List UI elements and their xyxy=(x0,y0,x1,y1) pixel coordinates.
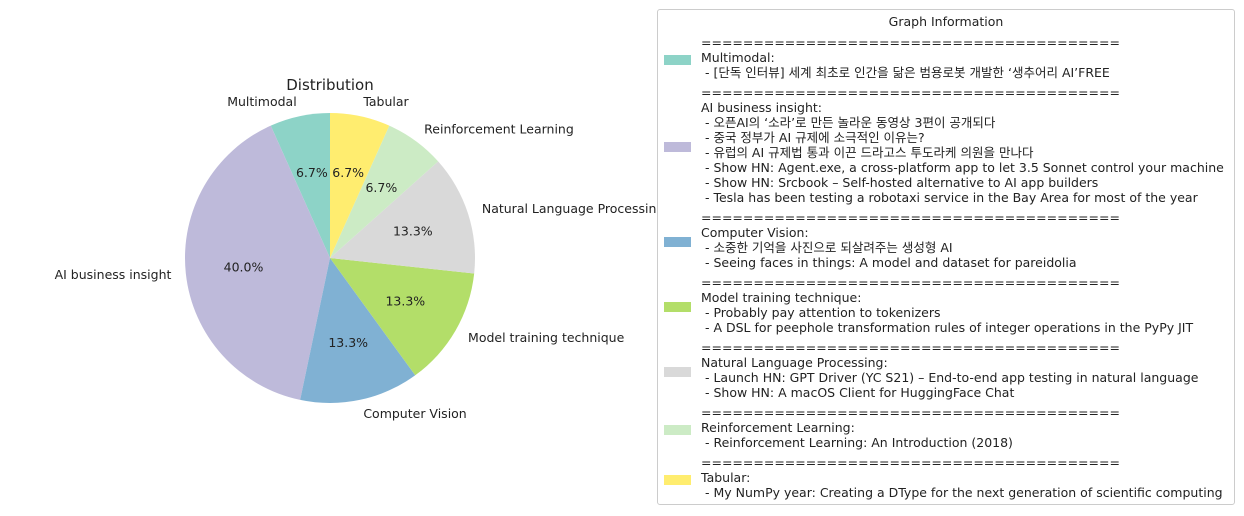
legend-line: - A DSL for peephole transformation rule… xyxy=(701,320,1194,335)
legend-line: - Show HN: A macOS Client for HuggingFac… xyxy=(701,385,1015,400)
legend-entry: ========================================… xyxy=(664,35,1230,80)
legend-line: Multimodal: xyxy=(701,50,775,65)
legend-line: - Tesla has been testing a robotaxi serv… xyxy=(701,190,1198,205)
slice-percent-label: 13.3% xyxy=(393,223,433,238)
legend-text: ========================================… xyxy=(701,340,1198,400)
legend-line: AI business insight: xyxy=(701,100,823,115)
slice-category-label: Computer Vision xyxy=(363,406,466,421)
slice-category-label: Model training technique xyxy=(468,330,625,345)
legend-line: - Reinforcement Learning: An Introductio… xyxy=(701,435,1013,450)
pie-slice-model-training-technique xyxy=(330,258,475,376)
slice-category-label: Tabular xyxy=(362,94,409,109)
legend-line: Computer Vision: xyxy=(701,225,809,240)
legend-title: Graph Information xyxy=(888,14,1004,29)
legend-line: - Probably pay attention to tokenizers xyxy=(701,305,941,320)
legend-swatch xyxy=(664,474,691,485)
pie-slice-tabular xyxy=(330,113,390,258)
legend-line: ======================================== xyxy=(701,275,1120,290)
legend-line: - 유럽의 AI 규제법 통과 이끈 드라고스 투도라케 의원을 만나다 xyxy=(701,145,1034,160)
legend-line: - 소중한 기억을 사진으로 되살려주는 생성형 AI xyxy=(701,240,953,255)
legend-line: - My NumPy year: Creating a DType for th… xyxy=(701,485,1223,500)
slice-percent-label: 40.0% xyxy=(224,259,264,274)
slice-percent-label: 6.7% xyxy=(296,165,328,180)
pie-slice-computer-vision xyxy=(300,258,416,403)
legend-entry: ========================================… xyxy=(664,340,1230,400)
legend-line: ======================================== xyxy=(701,210,1120,225)
slice-percent-label: 13.3% xyxy=(385,294,425,309)
slice-category-label: Natural Language Processing xyxy=(482,201,660,216)
legend-line: ======================================== xyxy=(701,85,1120,100)
slice-percent-label: 6.7% xyxy=(365,180,397,195)
legend-text: ========================================… xyxy=(701,210,1120,270)
legend-line: Reinforcement Learning: xyxy=(701,420,855,435)
legend-line: - [단독 인터뷰] 세계 최초로 인간을 닮은 범용로봇 개발한 ‘생추어리 … xyxy=(701,65,1110,80)
legend-line: ======================================== xyxy=(701,35,1120,50)
legend-swatch xyxy=(664,142,691,152)
legend-line: ======================================== xyxy=(701,405,1120,420)
legend-line: - 오픈AI의 ‘소라’로 만든 놀라운 동영상 3편이 공개되다 xyxy=(701,115,996,130)
pie-slice-natural-language-processing xyxy=(330,161,475,274)
legend-swatch xyxy=(664,424,691,435)
legend-entry: ========================================… xyxy=(664,210,1230,270)
slice-category-label: AI business insight xyxy=(55,267,172,282)
legend-line: Tabular: xyxy=(701,470,751,485)
slice-percent-label: 13.3% xyxy=(328,335,368,350)
legend-text: ========================================… xyxy=(701,455,1223,500)
chart-title: Distribution xyxy=(286,76,374,94)
pie-slice-ai-business-insight xyxy=(184,125,330,400)
legend-line: ======================================== xyxy=(701,340,1120,355)
legend-entry: ========================================… xyxy=(664,455,1230,500)
legend-entry: ========================================… xyxy=(664,85,1230,205)
legend-swatch xyxy=(664,302,691,312)
legend-swatch xyxy=(664,367,691,377)
legend-text: ========================================… xyxy=(701,275,1193,335)
pie-slice-multimodal xyxy=(270,113,330,258)
legend-text: ========================================… xyxy=(701,405,1120,450)
slice-category-label: Multimodal xyxy=(227,94,296,109)
legend-text: ========================================… xyxy=(701,85,1224,205)
legend-entry: ========================================… xyxy=(664,275,1230,335)
legend-line: Natural Language Processing: xyxy=(701,355,888,370)
slice-category-label: Reinforcement Learning xyxy=(424,121,574,136)
slice-percent-label: 6.7% xyxy=(332,165,364,180)
legend-swatch xyxy=(664,237,691,247)
legend-line: ======================================== xyxy=(701,455,1120,470)
legend-text: ========================================… xyxy=(701,35,1120,80)
legend-line: - Show HN: Srcbook – Self-hosted alterna… xyxy=(701,175,1099,190)
pie-chart: Distribution 6.7% Multimodal 40.0% AI busin… xyxy=(55,76,660,421)
legend-swatch xyxy=(664,54,691,65)
legend-line: - Launch HN: GPT Driver (YC S21) – End-t… xyxy=(701,370,1199,385)
legend-entry: ========================================… xyxy=(664,405,1230,450)
legend-line: - 중국 정부가 AI 규제에 소극적인 이유는? xyxy=(701,130,925,145)
legend-line: - Seeing faces in things: A model and da… xyxy=(701,255,1077,270)
legend: Graph Information ======================… xyxy=(657,9,1235,505)
legend-line: - Show HN: Agent.exe, a cross-platform a… xyxy=(701,160,1224,175)
pie-slice-reinforcement-learning xyxy=(330,125,439,258)
legend-line: Model training technique: xyxy=(701,290,862,305)
